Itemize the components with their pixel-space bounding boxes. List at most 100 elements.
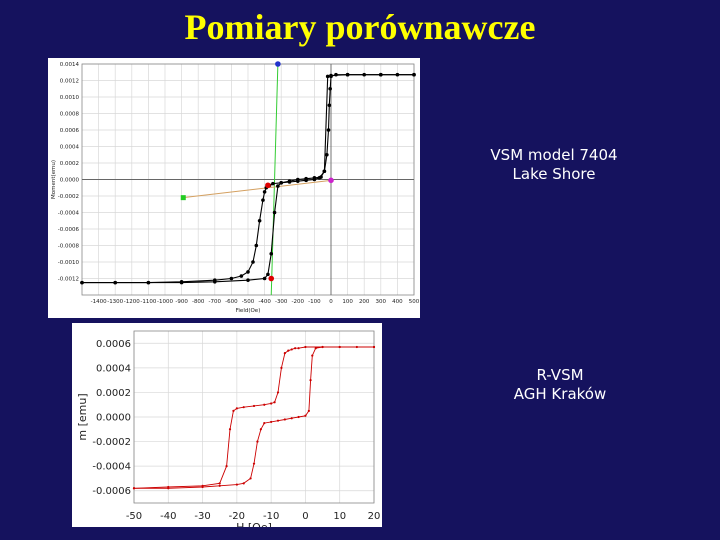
- series-0-point-26: [327, 103, 332, 108]
- series-1-point-9: [290, 417, 293, 420]
- y-tick-label-2: -0.0008: [58, 243, 80, 249]
- special-marker-1: [265, 182, 271, 189]
- vsm-hysteresis-chart: -1400 -1300 -1200 -1100 -1000 -900 -800 -700 -60…: [48, 58, 420, 318]
- series-1-point-16: [262, 276, 267, 281]
- series-1-point-19: [179, 280, 184, 285]
- rvsm-label-line1: R-VSM: [536, 366, 584, 384]
- y-tick-label-1: -0.0010: [58, 260, 80, 266]
- series-1-point-18: [213, 280, 217, 284]
- x-axis-label: H [Oe]: [236, 521, 272, 527]
- series-1-point-7: [304, 414, 307, 417]
- x-tick-label-2: -30: [194, 511, 210, 522]
- series-0-point-19: [297, 347, 300, 350]
- y-tick-label-0: -0.0006: [92, 486, 131, 497]
- y-tick-label-8: 0.0004: [60, 144, 80, 150]
- series-1-point-4: [325, 74, 330, 79]
- y-tick-label-6: 0.0000: [60, 177, 80, 183]
- y-tick-label-0: -0.0012: [58, 276, 79, 282]
- series-0-point-16: [287, 349, 290, 352]
- series-0-point-6: [239, 274, 244, 278]
- y-tick-label-5: -0.0002: [58, 194, 79, 200]
- series-1-point-17: [249, 477, 252, 480]
- series-1-point-11: [279, 181, 283, 185]
- series-1-point-0: [372, 345, 376, 349]
- x-tick-label-10: -400: [258, 299, 271, 305]
- series-1-point-5: [322, 169, 327, 174]
- special-marker-3: [180, 195, 186, 201]
- series-0-point-10: [263, 403, 266, 406]
- series-1-point-21: [113, 280, 117, 285]
- x-tick-label-0: -1400: [91, 299, 107, 305]
- series-1-point-14: [269, 251, 274, 256]
- y-tick-label-4: -0.0004: [58, 210, 80, 216]
- series-0-point-5: [229, 276, 234, 281]
- series-1-point-1: [379, 72, 383, 77]
- series-1-point-11: [276, 419, 280, 422]
- series-1-point-18: [242, 482, 245, 485]
- x-tick-label-18: 400: [392, 299, 403, 305]
- rvsm-label: R-VSM AGH Kraków: [450, 366, 670, 404]
- series-1-line: [134, 346, 374, 489]
- series-1-point-3: [329, 73, 333, 78]
- series-0-point-11: [270, 402, 273, 405]
- x-tick-label-15: 100: [342, 299, 353, 305]
- series-1-point-8: [304, 176, 308, 181]
- y-tick-label-13: 0.0014: [60, 62, 80, 68]
- series-0-point-15: [283, 352, 286, 355]
- series-0-point-10: [257, 218, 262, 223]
- y-tick-label-3: -0.0006: [58, 227, 80, 233]
- special-marker-2: [275, 61, 281, 67]
- series-1-point-13: [272, 210, 277, 215]
- series-1-point-6: [307, 409, 310, 412]
- special-marker-4: [328, 177, 334, 184]
- y-tick-label-7: 0.0002: [60, 161, 79, 167]
- x-tick-label-3: -20: [229, 511, 245, 522]
- series-1-point-12: [270, 420, 273, 424]
- y-tick-label-11: 0.0010: [60, 95, 80, 101]
- y-tick-label-10: 0.0008: [60, 111, 80, 117]
- orange-tangent-line: [183, 179, 332, 199]
- y-axis-label: m [emu]: [76, 393, 89, 440]
- y-axis-label: Moment(emu): [51, 160, 57, 199]
- x-tick-label-3: -1100: [140, 299, 156, 305]
- series-1-point-5: [309, 379, 312, 382]
- vsm-chart-svg: -1400 -1300 -1200 -1100 -1000 -900 -800 -700 -60…: [51, 61, 420, 314]
- series-1-point-4: [311, 354, 314, 357]
- rvsm-hysteresis-chart: -50 -40 -30 -20 -10 0 10 20 -0.0006 -0.0004 -0.000…: [72, 323, 382, 527]
- green-tangent-line: [270, 63, 279, 296]
- series-0-point-3: [218, 482, 221, 485]
- special-marker-0: [268, 275, 275, 282]
- series-0-point-8: [242, 406, 245, 409]
- series-0-point-6: [232, 409, 235, 412]
- x-tick-label-8: -600: [225, 299, 238, 305]
- series-1-point-21: [201, 485, 204, 489]
- x-tick-label-11: -300: [275, 299, 288, 305]
- vsm-label-line2: Lake Shore: [512, 165, 596, 183]
- series-1-point-20: [218, 484, 221, 487]
- series-0-point-14: [280, 366, 283, 369]
- series-1-point-22: [80, 280, 84, 285]
- x-tick-label-1: -40: [160, 511, 176, 522]
- rvsm-chart-svg: -50 -40 -30 -20 -10 0 10 20 -0.0006 -0.0004 -0.000…: [76, 330, 380, 527]
- series-0-point-11: [261, 198, 265, 202]
- y-tick-label-2: -0.0002: [92, 437, 131, 448]
- x-tick-label-0: -50: [126, 511, 142, 522]
- series-1-point-15: [256, 440, 259, 443]
- series-1-point-12: [276, 184, 280, 188]
- series-1-point-19: [235, 483, 238, 486]
- series-0-point-12: [273, 401, 276, 404]
- x-tick-label-2: -1200: [124, 299, 140, 305]
- series-1-point-10: [287, 179, 292, 183]
- y-tick-label-12: 0.0012: [60, 78, 79, 84]
- plot-frame: [133, 330, 375, 504]
- slide-title: Pomiary porównawcze: [184, 7, 536, 47]
- x-tick-label-13: -100: [308, 299, 321, 305]
- y-tick-label-9: 0.0006: [60, 128, 80, 134]
- series-1-point-13: [263, 422, 266, 425]
- series-0-point-16: [271, 181, 275, 186]
- series-0-point-9: [254, 243, 259, 248]
- x-tick-label-1: -1300: [107, 299, 123, 305]
- series-0-point-8: [251, 260, 255, 264]
- series-0-point-7: [246, 270, 250, 274]
- x-tick-label-6: -800: [192, 299, 205, 305]
